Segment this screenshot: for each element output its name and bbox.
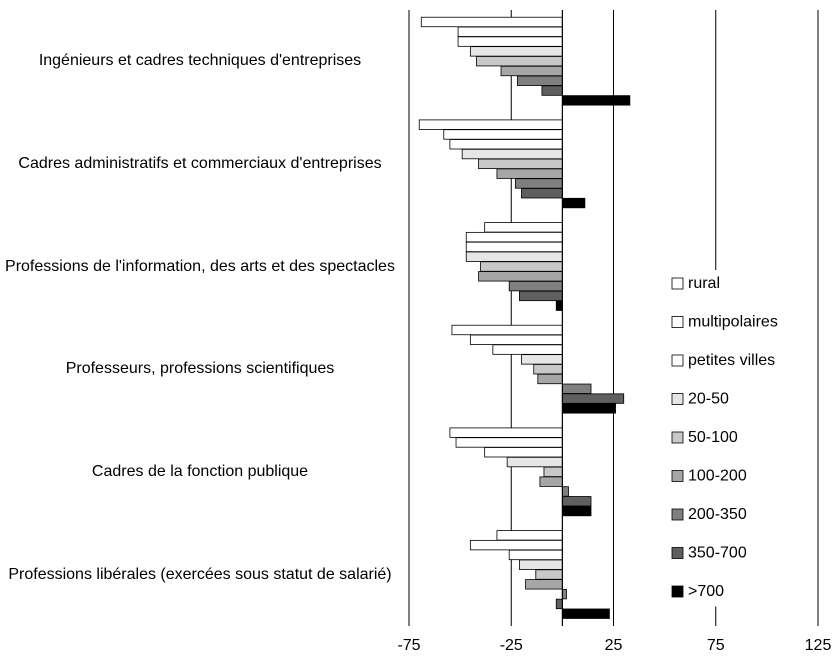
x-tick-label: -25 — [500, 637, 523, 654]
legend-swatch — [671, 393, 684, 405]
category-label: Professeurs, professions scientifiques — [65, 360, 335, 378]
bar — [492, 344, 563, 355]
bar — [519, 559, 563, 570]
legend-swatch — [671, 316, 684, 328]
bar — [496, 168, 563, 179]
bar — [478, 271, 563, 282]
bar — [465, 241, 563, 253]
bar — [521, 354, 563, 365]
bar — [561, 393, 625, 404]
bar — [533, 364, 563, 375]
bar — [525, 579, 563, 590]
bar — [508, 280, 563, 292]
bar — [519, 290, 563, 302]
bar — [506, 456, 563, 468]
bar — [521, 188, 563, 199]
legend-box — [664, 270, 809, 607]
bar — [561, 588, 567, 600]
legend-label: 20-50 — [688, 391, 729, 408]
category-label: Professions libérales (exercées sous sta… — [8, 565, 392, 583]
bar — [561, 496, 592, 507]
legend-swatch — [671, 277, 684, 290]
bar — [539, 476, 563, 487]
bar — [561, 95, 631, 106]
bar — [561, 608, 610, 619]
category-label: Cadres de la fonction publique — [91, 463, 309, 480]
legend-swatch — [671, 431, 684, 444]
legend-label: rural — [688, 275, 720, 292]
bar — [543, 466, 563, 478]
bar — [537, 373, 563, 385]
legend-swatch — [671, 470, 684, 482]
x-tick-label: 75 — [707, 637, 725, 654]
bar — [484, 447, 563, 458]
category-label: Professions de l'information, des arts e… — [5, 257, 395, 275]
bar — [561, 505, 592, 517]
x-tick-label: 25 — [605, 637, 623, 654]
legend-label: 100-200 — [688, 468, 747, 485]
bar — [449, 427, 563, 438]
legend-swatch — [671, 508, 684, 521]
bar — [508, 549, 563, 561]
legend-label: petites villes — [688, 352, 775, 369]
legend-label: >700 — [688, 583, 724, 600]
x-tick-label: 125 — [805, 637, 832, 654]
legend-swatch — [671, 354, 684, 367]
bar — [484, 222, 563, 233]
bar — [469, 46, 563, 57]
bar — [555, 300, 563, 311]
legend-label: 50-100 — [688, 429, 738, 446]
bar — [561, 383, 592, 394]
bar — [449, 139, 563, 150]
bar — [496, 530, 563, 541]
x-tick-label: -75 — [397, 637, 420, 654]
bar — [465, 231, 563, 243]
bar — [457, 36, 563, 47]
category-label: Ingénieurs et cadres techniques d'entrep… — [38, 52, 362, 70]
legend-swatch — [671, 547, 684, 559]
bar — [455, 437, 563, 448]
legend-swatch — [671, 585, 684, 598]
legend-label: multipolaires — [688, 314, 778, 331]
bar — [561, 486, 569, 497]
bar — [457, 26, 563, 37]
bar — [561, 403, 616, 414]
bar — [516, 75, 563, 86]
bar — [514, 178, 563, 189]
legend-label: 200-350 — [688, 506, 747, 523]
bar — [535, 569, 563, 580]
bar — [420, 16, 563, 28]
bar — [476, 56, 563, 67]
bar — [500, 65, 563, 77]
legend-label: 350-700 — [688, 545, 747, 562]
bar — [443, 129, 563, 140]
category-label: Cadres administratifs et commerciaux d'e… — [18, 155, 382, 172]
bar — [465, 251, 563, 262]
bar — [541, 85, 563, 96]
bar — [461, 148, 563, 160]
bar — [478, 158, 563, 170]
bar — [418, 119, 563, 130]
bar — [555, 598, 563, 610]
bar — [451, 324, 563, 336]
bar — [469, 539, 563, 551]
bar — [469, 334, 563, 345]
bar — [480, 261, 563, 272]
bar — [561, 197, 586, 209]
